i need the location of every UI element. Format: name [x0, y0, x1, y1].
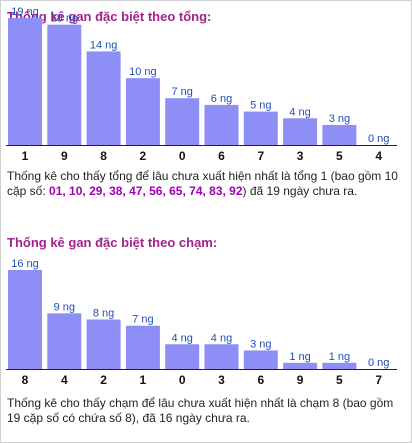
chart-1-bar: [125, 78, 160, 145]
chart-2-value-label: 1 ng: [289, 351, 310, 363]
chart-2-bar: [125, 325, 160, 369]
chart-1: 19 ng 1 18 ng 9 14 ng 8 10 ng 2 7 ng 0 6 ng 6 5 ng 7 4…: [6, 6, 397, 163]
chart-1-bar: [86, 51, 121, 145]
chart-2-bar: [165, 344, 200, 369]
chart-1-value-label: 5 ng: [250, 100, 271, 112]
chart-2-title: Thống kê gan đặc biệt theo chạm:: [7, 235, 218, 250]
chart-1-value-label: 7 ng: [171, 86, 192, 98]
chart-1-value-label: 19 ng: [11, 6, 39, 18]
chart-1-bar: [165, 98, 200, 145]
chart-1-category-label: 2: [140, 149, 147, 163]
chart-2-bar: [322, 362, 357, 369]
chart-2-category-label: 5: [336, 373, 343, 387]
chart-2-category-label: 2: [100, 373, 107, 387]
chart-1-value-label: 0 ng: [368, 133, 389, 145]
chart-1-category-label: 8: [100, 149, 107, 163]
chart-1-bar: [243, 111, 278, 145]
chart-2-value-label: 4 ng: [211, 332, 232, 344]
chart-2-bar: [204, 344, 239, 369]
chart-1-description: Thống kê cho thấy tổng để lâu chưa xuất …: [7, 169, 405, 199]
chart-1-category-label: 6: [218, 149, 225, 163]
chart-1-category-label: 4: [375, 149, 382, 163]
chart-1-value-label: 6 ng: [211, 93, 232, 105]
chart-2-category-label: 4: [61, 373, 68, 387]
chart-1-bar: [204, 104, 239, 145]
chart-2: 16 ng 8 9 ng 4 8 ng 2 7 ng 1 4 ng 0 4 ng 3 3 ng 6 1 ng…: [6, 258, 397, 387]
chart-2-category-label: 0: [179, 373, 186, 387]
chart-2-category-label: 1: [140, 373, 147, 387]
chart-2-value-label: 4 ng: [171, 332, 192, 344]
chart-2-value-label: 1 ng: [329, 351, 350, 363]
chart-1-bar: [322, 124, 357, 145]
chart-1-value-label: 18 ng: [51, 13, 79, 25]
chart-2-category-label: 3: [218, 373, 225, 387]
chart-2-bar: [283, 362, 318, 369]
chart-1-category-label: 3: [297, 149, 304, 163]
chart-2-bar: [86, 319, 121, 369]
chart-2-category-label: 6: [257, 373, 264, 387]
chart-2-description: Thống kê cho thấy chạm để lâu chưa xuất …: [7, 396, 394, 425]
chart-1-title: Thống kê gan đặc biệt theo tổng:: [7, 9, 212, 24]
chart-1-bar: [283, 118, 318, 145]
chart-1-value-label: 14 ng: [90, 39, 118, 51]
chart-2-value-label: 8 ng: [93, 308, 114, 320]
chart-2-value-label: 0 ng: [368, 357, 389, 369]
chart-2-value-label: 16 ng: [11, 258, 39, 270]
chart-1-value-label: 4 ng: [289, 106, 310, 118]
chart-2-category-label: 9: [297, 373, 304, 387]
chart-2-category-label: 8: [22, 373, 29, 387]
chart-1-value-label: 10 ng: [129, 66, 157, 78]
chart-1-bar: [8, 18, 42, 145]
chart-1-category-label: 5: [336, 149, 343, 163]
chart-1-category-label: 1: [22, 149, 29, 163]
highlighted-pairs: 01, 10, 29, 38, 47, 56, 65, 74, 83, 92: [49, 184, 243, 198]
chart-2-bar: [243, 350, 278, 369]
chart-2-value-label: 3 ng: [250, 338, 271, 350]
chart-2-value-label: 9 ng: [54, 301, 75, 313]
description-text-end: ) đã 19 ngày chưa ra.: [242, 184, 358, 198]
chart-1-bar: [47, 24, 82, 145]
chart-2-category-label: 7: [375, 373, 382, 387]
chart-1-value-label: 3 ng: [329, 113, 350, 125]
chart-1-category-label: 9: [61, 149, 68, 163]
chart-2-bar: [8, 270, 42, 369]
chart-2-bar: [47, 313, 82, 369]
description-text: Thống kê cho thấy tổng để lâu chưa xuất …: [7, 169, 398, 198]
chart-1-category-label: 0: [179, 149, 186, 163]
chart-1-category-label: 7: [257, 149, 264, 163]
chart-2-value-label: 7 ng: [132, 314, 153, 326]
